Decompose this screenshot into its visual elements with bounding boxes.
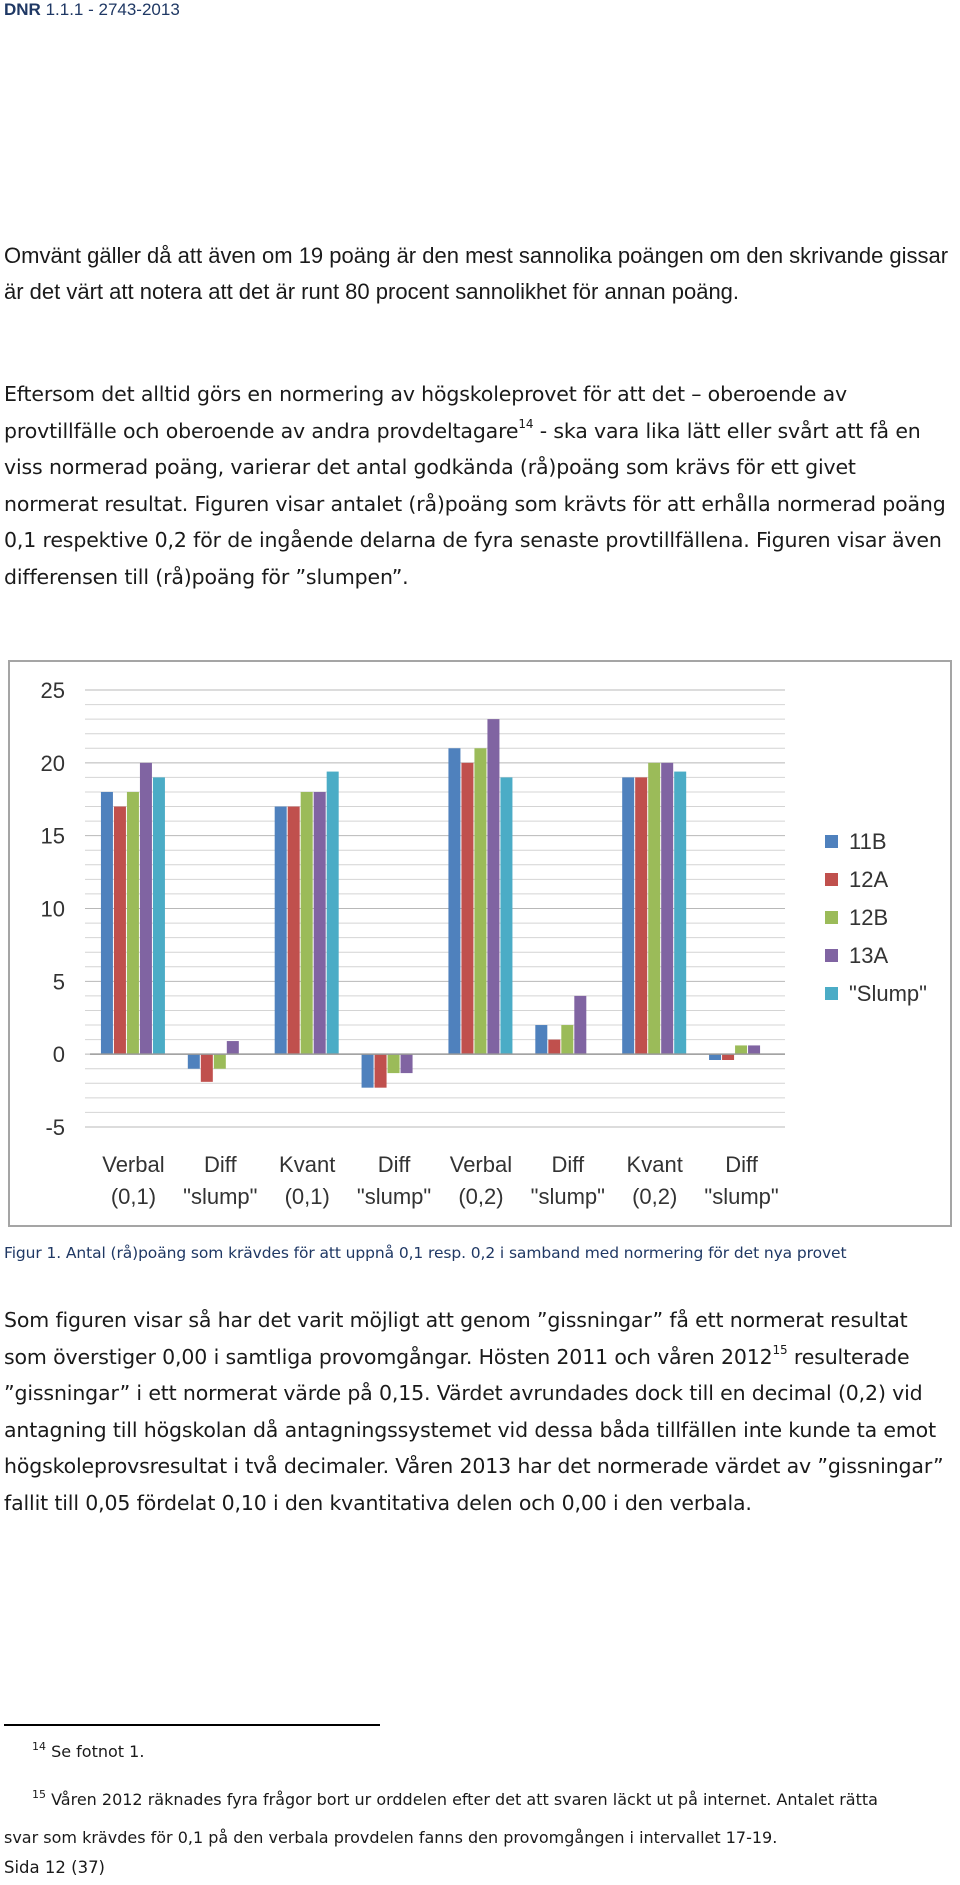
- x-tick-label: Diff: [725, 1152, 758, 1177]
- bar-2-4: [326, 771, 339, 1055]
- footnote-ref-14[interactable]: 14: [518, 416, 534, 431]
- page-number: Sida 12 (37): [4, 1858, 105, 1877]
- paragraph-2-part1: Eftersom det alltid görs en normering av…: [4, 382, 848, 443]
- x-tick-label: "slump": [183, 1184, 257, 1209]
- bar-0-4: [152, 777, 165, 1055]
- bar-0-0: [100, 791, 113, 1055]
- x-tick-label: "slump": [531, 1184, 605, 1209]
- bar-6-4: [674, 771, 687, 1055]
- x-tick-label: Kvant: [627, 1152, 683, 1177]
- figure-caption: Figur 1. Antal (rå)poäng som krävdes för…: [4, 1244, 847, 1262]
- footnote-14-number: 14: [32, 1740, 46, 1753]
- x-tick-label: "slump": [357, 1184, 431, 1209]
- bar-2-3: [313, 791, 326, 1055]
- x-tick-label: Kvant: [279, 1152, 335, 1177]
- paragraph-1: Omvänt gäller då att även om 19 poäng är…: [4, 243, 949, 304]
- bar-6-1: [635, 777, 648, 1055]
- legend-label-1: 12A: [849, 867, 888, 892]
- footnote-divider: [4, 1724, 380, 1726]
- bar-2-1: [287, 806, 300, 1055]
- x-tick-label: (0,1): [111, 1184, 156, 1209]
- x-tick-label: Diff: [552, 1152, 585, 1177]
- legend-label-2: 12B: [849, 905, 888, 930]
- x-tick-label: Verbal: [450, 1152, 512, 1177]
- legend-label-3: 13A: [849, 943, 888, 968]
- bar-2-2: [300, 791, 313, 1055]
- bar-6-3: [661, 762, 674, 1055]
- legend-swatch-4: [825, 987, 838, 1000]
- doc-prefix: DNR: [4, 0, 41, 19]
- legend-swatch-2: [825, 911, 838, 924]
- bar-3-0: [361, 1054, 374, 1088]
- bar-1-0: [187, 1054, 200, 1069]
- legend-swatch-1: [825, 873, 838, 886]
- bar-6-0: [622, 777, 635, 1055]
- bar-2-0: [274, 806, 287, 1055]
- y-tick-label: 25: [41, 678, 65, 703]
- bar-7-2: [735, 1045, 748, 1055]
- paragraph-3: Som figuren visar så har det varit möjli…: [4, 1302, 954, 1521]
- footnote-15-text: Våren 2012 räknades fyra frågor bort ur …: [4, 1790, 878, 1847]
- bar-5-1: [548, 1039, 561, 1055]
- bar-4-3: [487, 719, 500, 1055]
- x-tick-label: (0,2): [632, 1184, 677, 1209]
- bar-3-2: [387, 1054, 400, 1074]
- bar-0-2: [126, 791, 139, 1055]
- y-tick-label: 0: [53, 1042, 65, 1067]
- bar-3-1: [374, 1054, 387, 1088]
- bar-1-1: [200, 1054, 213, 1082]
- bar-4-4: [500, 777, 513, 1055]
- bar-1-3: [226, 1041, 239, 1055]
- paragraph-3-part2: resulterade ”gissningar” i ett normerat …: [4, 1344, 944, 1515]
- legend-label-4: "Slump": [849, 981, 927, 1006]
- bar-5-0: [535, 1025, 548, 1055]
- x-tick-label: Verbal: [102, 1152, 164, 1177]
- doc-number: 1.1.1 - 2743-2013: [40, 0, 180, 19]
- bar-4-1: [461, 762, 474, 1055]
- bar-4-2: [474, 748, 487, 1055]
- footnote-14: 14 Se fotnot 1.: [32, 1740, 145, 1761]
- y-tick-label: -5: [45, 1115, 65, 1140]
- bar-4-0: [448, 748, 461, 1055]
- paragraph-2: Eftersom det alltid görs en normering av…: [4, 376, 954, 595]
- x-tick-label: Diff: [378, 1152, 411, 1177]
- paragraph-2-part2: - ska vara lika lätt eller svårt att få …: [4, 418, 946, 589]
- y-tick-label: 10: [41, 897, 65, 922]
- footnote-14-text: Se fotnot 1.: [46, 1742, 145, 1761]
- legend-swatch-3: [825, 949, 838, 962]
- bar-7-3: [748, 1045, 761, 1055]
- y-tick-label: 5: [53, 969, 65, 994]
- bar-3-3: [400, 1054, 413, 1074]
- x-tick-label: (0,2): [458, 1184, 503, 1209]
- bar-7-0: [709, 1054, 722, 1060]
- bar-0-1: [113, 806, 126, 1055]
- footnote-15: 15 Våren 2012 räknades fyra frågor bort …: [4, 1781, 909, 1857]
- bar-7-1: [722, 1054, 735, 1060]
- x-tick-label: (0,1): [285, 1184, 330, 1209]
- x-tick-label: "slump": [704, 1184, 778, 1209]
- legend-label-0: 11B: [849, 829, 887, 854]
- paragraph-3-part1: Som figuren visar så har det varit möjli…: [4, 1308, 908, 1369]
- y-tick-label: 15: [41, 824, 65, 849]
- bar-chart: 25 20 15 10 5 0 -5 Verbal (0,1) Diff "slump" Kvant (…: [8, 660, 952, 1227]
- bar-6-2: [648, 762, 661, 1055]
- bar-5-3: [574, 995, 587, 1055]
- chart-svg: 25 20 15 10 5 0 -5 Verbal (0,1) Diff "slump" Kvant (…: [41, 678, 927, 1209]
- bar-5-2: [561, 1025, 574, 1055]
- bar-0-3: [139, 762, 152, 1055]
- y-tick-label: 20: [41, 751, 65, 776]
- bar-1-2: [213, 1054, 226, 1069]
- footnote-ref-15[interactable]: 15: [772, 1342, 788, 1357]
- footnote-15-number: 15: [32, 1788, 46, 1801]
- legend-swatch-0: [825, 835, 838, 848]
- x-tick-label: Diff: [204, 1152, 237, 1177]
- document-header: DNR 1.1.1 - 2743-2013: [4, 0, 180, 20]
